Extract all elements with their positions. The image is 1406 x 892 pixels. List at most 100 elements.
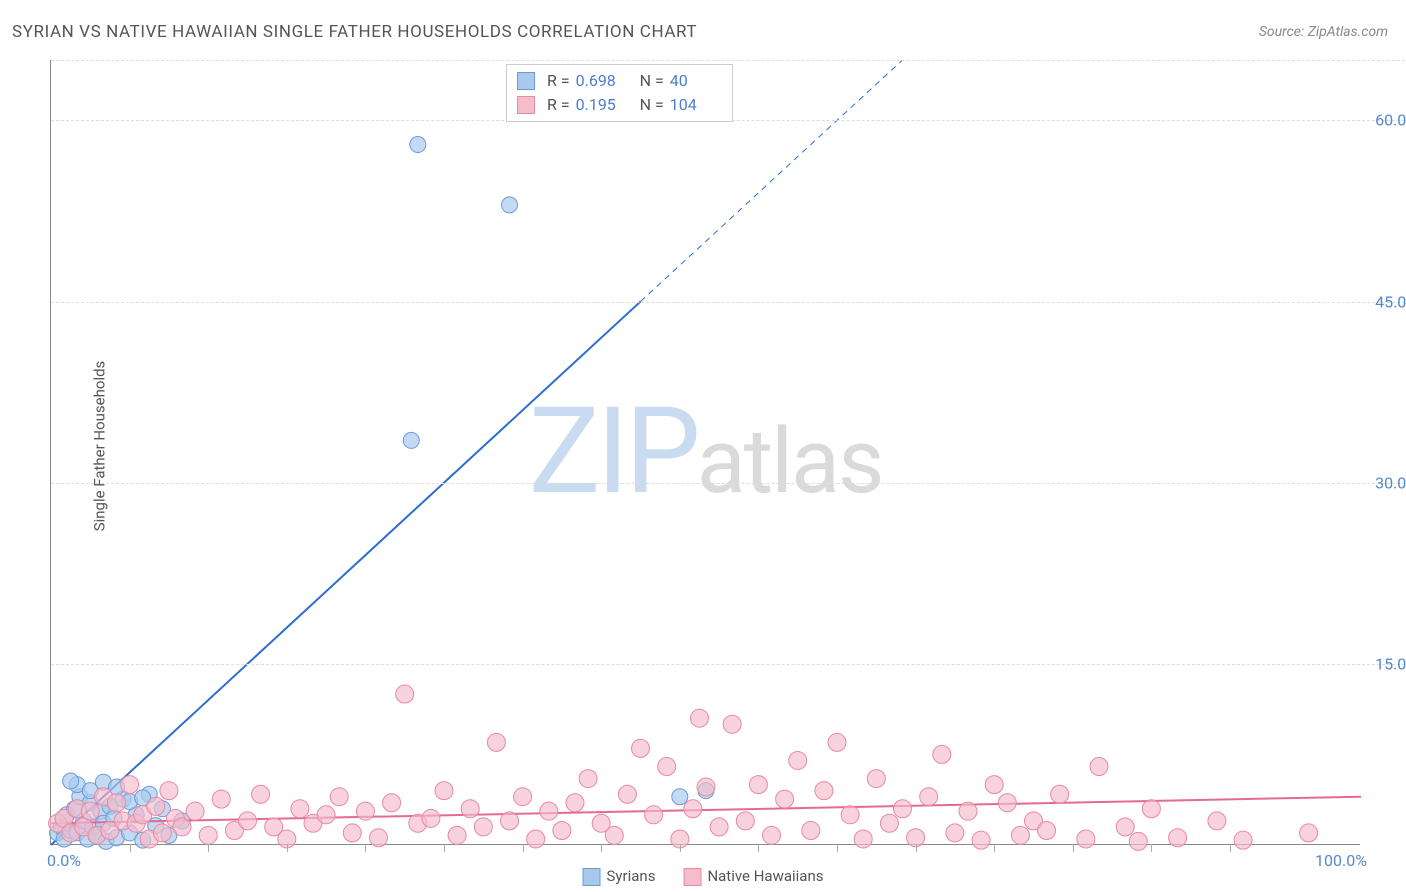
data-point <box>710 818 728 836</box>
data-point <box>153 824 171 842</box>
data-point <box>736 812 754 830</box>
data-point <box>147 797 165 815</box>
data-point <box>487 733 505 751</box>
data-point <box>396 685 414 703</box>
x-tick-mark <box>837 844 838 852</box>
data-point <box>356 802 374 820</box>
data-point <box>1129 832 1147 850</box>
data-point <box>684 800 702 818</box>
data-point <box>514 788 532 806</box>
data-point <box>383 794 401 812</box>
x-tick-mark <box>994 844 995 852</box>
data-point <box>291 800 309 818</box>
data-point <box>672 789 688 805</box>
x-tick-mark <box>601 844 602 852</box>
bottom-legend: Syrians Native Hawaiians <box>583 867 824 886</box>
legend-swatch <box>517 72 535 90</box>
chart-title: SYRIAN VS NATIVE HAWAIIAN SINGLE FATHER … <box>12 22 697 42</box>
data-point <box>1011 826 1029 844</box>
swatch-syrians <box>583 868 601 886</box>
chart-container: SYRIAN VS NATIVE HAWAIIAN SINGLE FATHER … <box>0 0 1406 892</box>
x-tick-mark <box>1073 844 1074 852</box>
data-point <box>1300 824 1318 842</box>
data-point <box>933 745 951 763</box>
data-point <box>998 794 1016 812</box>
data-point <box>920 788 938 806</box>
data-point <box>579 770 597 788</box>
data-point <box>985 776 1003 794</box>
data-point <box>763 826 781 844</box>
y-tick-label: 60.0% <box>1375 111 1406 130</box>
x-tick-mark <box>680 844 681 852</box>
data-point <box>160 782 178 800</box>
data-point <box>553 822 571 840</box>
legend-n-label: N = <box>640 69 664 93</box>
data-point <box>1234 831 1252 849</box>
grid-line <box>51 60 1406 61</box>
grid-line <box>51 302 1406 303</box>
data-point <box>1090 758 1108 776</box>
data-point <box>186 802 204 820</box>
data-point <box>690 709 708 727</box>
x-tick-mark <box>1151 844 1152 852</box>
data-point <box>403 432 419 448</box>
data-point <box>435 782 453 800</box>
data-point <box>422 809 440 827</box>
chart-source: Source: ZipAtlas.com <box>1259 24 1388 40</box>
data-point <box>343 824 361 842</box>
data-point <box>448 826 466 844</box>
data-point <box>410 137 426 153</box>
data-point <box>697 778 715 796</box>
data-point <box>789 751 807 769</box>
data-point <box>63 773 79 789</box>
data-point <box>776 790 794 808</box>
data-point <box>1208 812 1226 830</box>
data-point <box>108 794 126 812</box>
legend-r-label: R = <box>547 69 570 93</box>
legend-swatch <box>517 96 535 114</box>
data-point <box>1051 785 1069 803</box>
data-point <box>461 800 479 818</box>
y-tick-label: 45.0% <box>1375 292 1406 311</box>
swatch-hawaiians <box>683 868 701 886</box>
legend-label-syrians: Syrians <box>607 867 656 885</box>
data-point <box>527 830 545 848</box>
data-point <box>330 788 348 806</box>
data-point <box>723 715 741 733</box>
legend-r-label: R = <box>547 93 570 117</box>
grid-line <box>51 483 1406 484</box>
legend-r-value: 0.698 <box>576 69 628 93</box>
data-point <box>959 802 977 820</box>
data-point <box>632 739 650 757</box>
plot-area: ZIPatlas 15.0%30.0%45.0%60.0%0.0%100.0%R… <box>50 60 1360 845</box>
legend-item-hawaiians: Native Hawaiians <box>683 867 823 886</box>
x-tick-mark <box>208 844 209 852</box>
data-point <box>841 806 859 824</box>
x-tick-mark <box>444 844 445 852</box>
x-tick-mark <box>1230 844 1231 852</box>
data-point <box>81 802 99 820</box>
data-point <box>605 826 623 844</box>
data-point <box>802 822 820 840</box>
data-point <box>317 806 335 824</box>
data-point <box>894 800 912 818</box>
y-tick-label: 15.0% <box>1375 654 1406 673</box>
legend-n-value: 104 <box>670 93 722 117</box>
data-point <box>880 814 898 832</box>
data-point <box>618 785 636 803</box>
data-point <box>1116 818 1134 836</box>
data-point <box>1169 829 1187 847</box>
x-tick-label: 100.0% <box>1315 851 1367 870</box>
data-point <box>540 802 558 820</box>
correlation-legend: R =0.698 N = 40R =0.195 N = 104 <box>506 64 733 122</box>
data-point <box>645 806 663 824</box>
data-point <box>1038 822 1056 840</box>
data-point <box>212 790 230 808</box>
data-point <box>252 785 270 803</box>
data-point <box>370 829 388 847</box>
data-point <box>239 812 257 830</box>
x-tick-label: 0.0% <box>47 851 81 870</box>
x-tick-mark <box>130 844 131 852</box>
data-point <box>173 818 191 836</box>
data-point <box>828 733 846 751</box>
